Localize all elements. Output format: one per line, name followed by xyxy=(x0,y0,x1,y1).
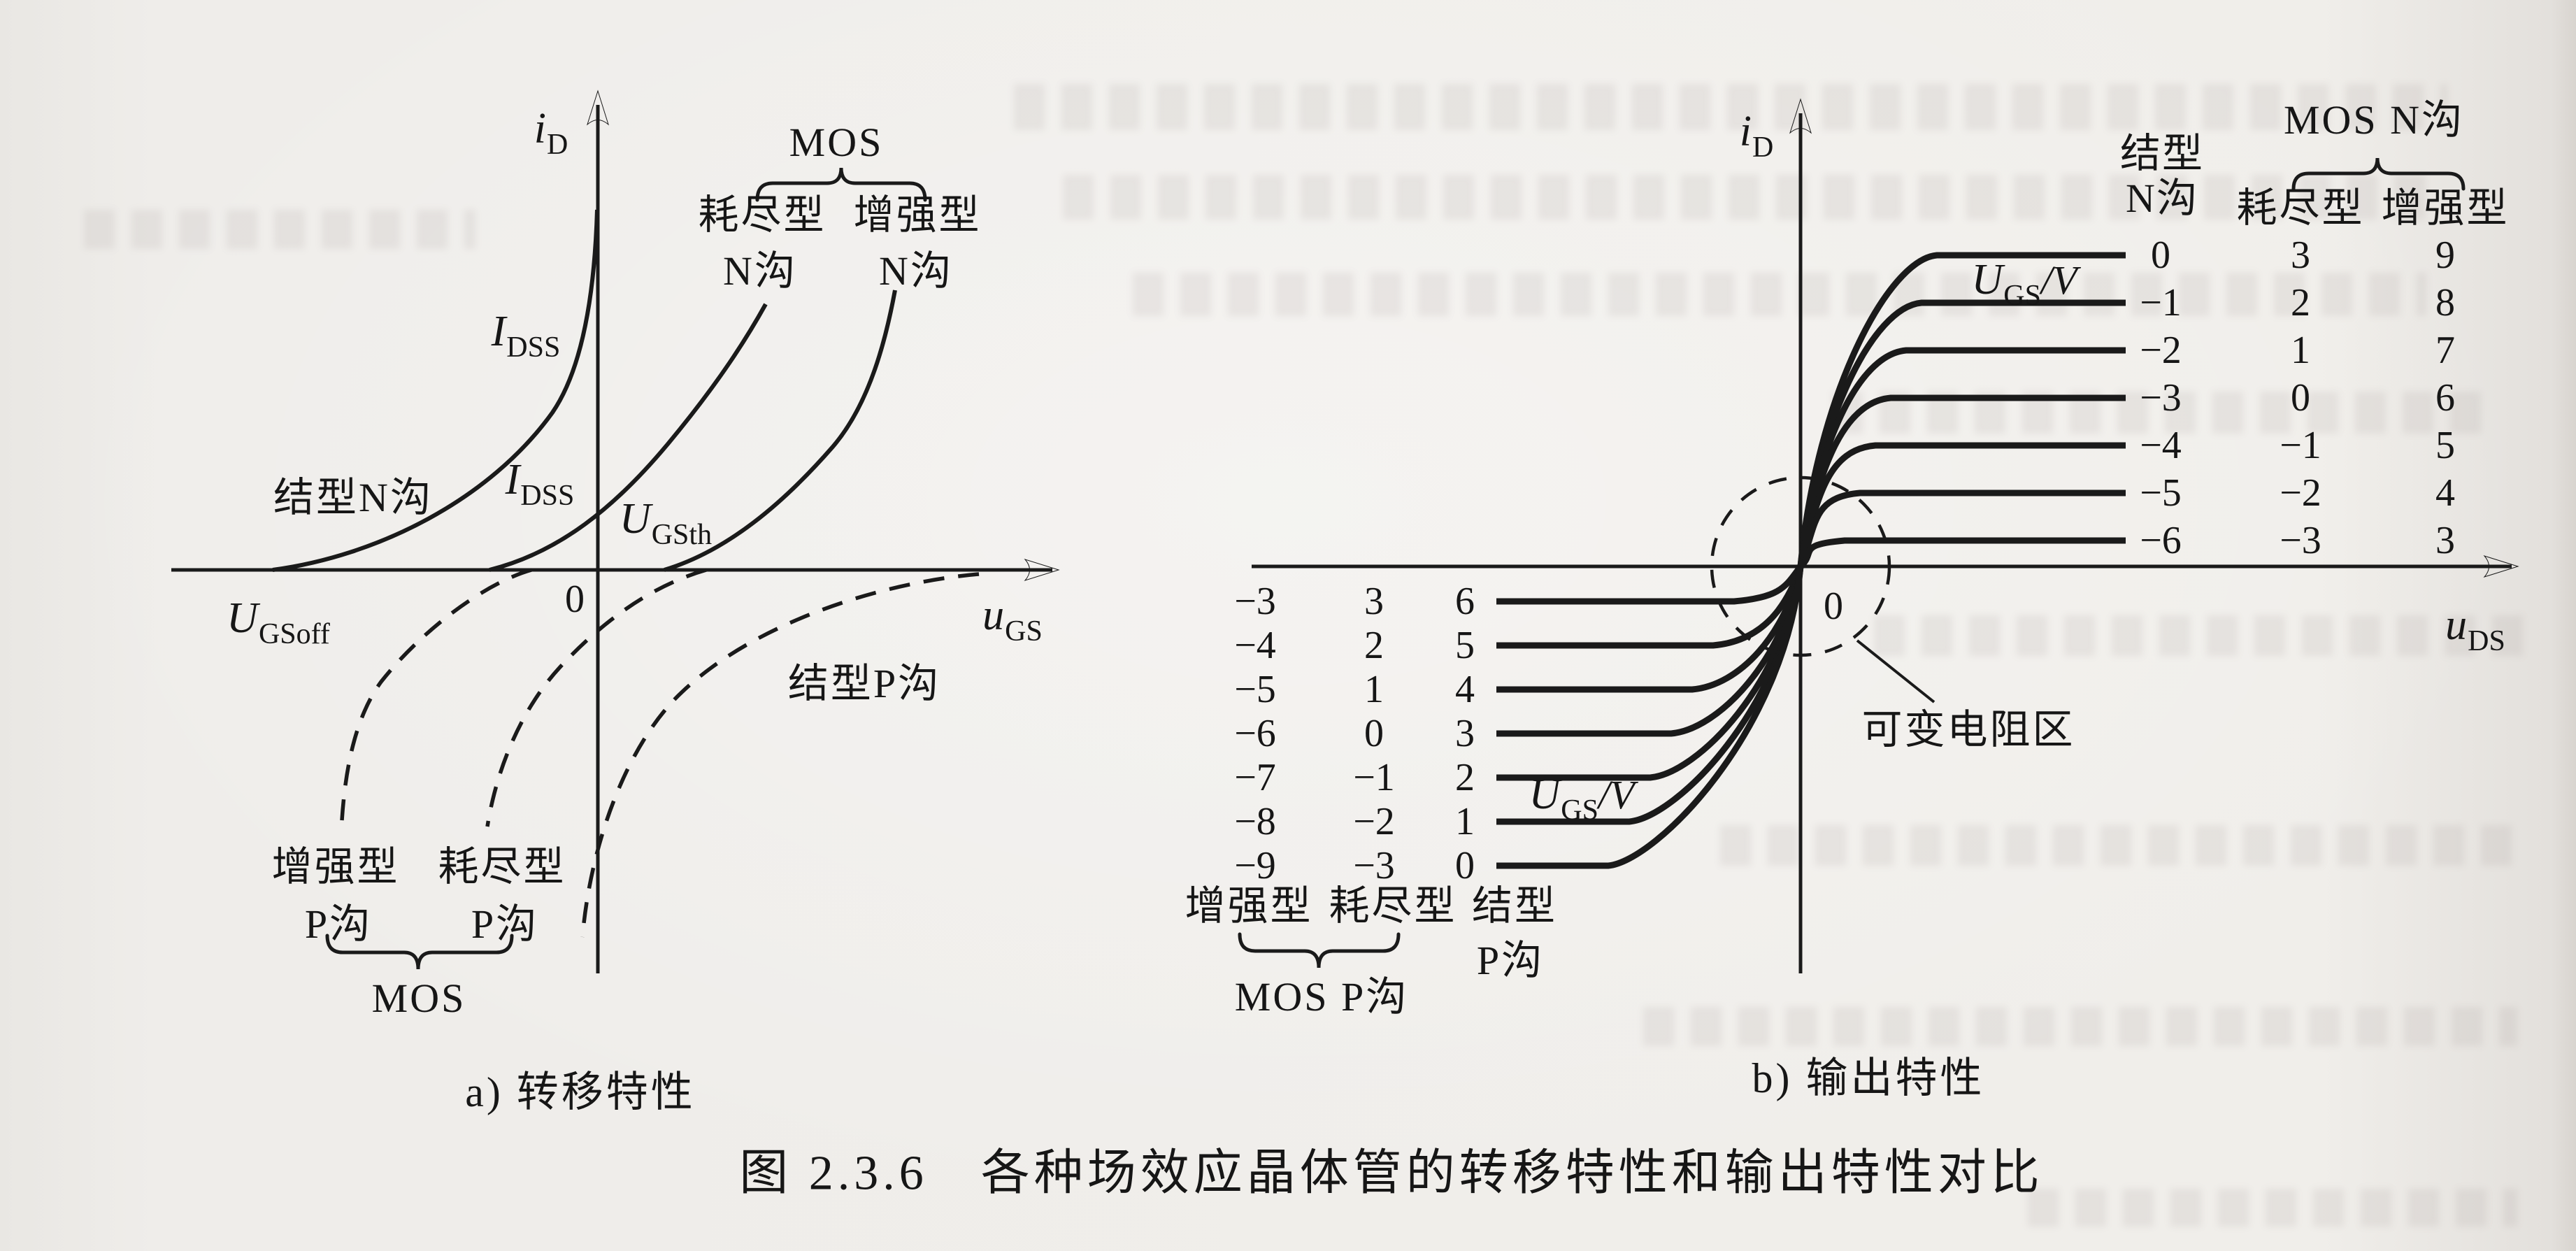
mos-p-channel-group-footer: MOS P沟 xyxy=(1234,974,1409,1020)
mos-p-brace-icon xyxy=(325,934,514,970)
output-curve-n-5 xyxy=(1797,489,2126,568)
depletion-type-label: 耗尽型 xyxy=(698,192,827,238)
right-x-axis-label: uDS xyxy=(2445,601,2505,657)
jfet-p-channel-curve-label: 结型P沟 xyxy=(787,661,941,707)
mos-depletion-n-curve xyxy=(489,303,768,572)
annotation-leader-line xyxy=(1856,639,1935,703)
left-y-axis-label: iD xyxy=(534,104,568,161)
output-curve-p-6 xyxy=(1496,566,1804,869)
output-curve-p-0 xyxy=(1496,564,1803,605)
jfet-n-channel-curve-label: 结型N沟 xyxy=(273,475,433,521)
mos-enhancement-p-curve xyxy=(339,568,532,833)
mos-n-channel-brace-icon xyxy=(2291,157,2466,191)
caption-transfer-characteristics: a) 转移特性 xyxy=(465,1069,696,1115)
mos-n-channel-group-header: MOS N沟 xyxy=(2283,97,2465,143)
idss-label-jfet: IDSS xyxy=(491,307,561,364)
left-origin-label: 0 xyxy=(565,578,585,622)
jfet-p-channel-footer-label: P沟 xyxy=(1476,938,1545,984)
p-channel-ugs-table: −3 3 6 −4 2 5 −5 1 4 −6 0 3 −7 −1 2 −8 −2 1 −9 −3 0 xyxy=(1234,580,1475,887)
mos-group-label-top: MOS xyxy=(789,120,884,166)
n-channel-label-2: N沟 xyxy=(879,248,953,294)
enhancement-p-label: 增强型 xyxy=(271,844,400,890)
enhancement-type-label: 增强型 xyxy=(853,192,982,238)
variable-resistance-region-label: 可变电阻区 xyxy=(1861,707,2075,753)
mos-p-channel-brace-icon xyxy=(1238,932,1401,968)
jfet-footer-label: 结型 xyxy=(1471,883,1558,929)
output-curve-n-6 xyxy=(1798,537,2126,569)
right-y-axis-label: iD xyxy=(1739,107,1774,164)
jfet-p-curve xyxy=(580,572,980,938)
caption-output-characteristics: b) 输出特性 xyxy=(1752,1055,1985,1101)
n-channel-label-1: N沟 xyxy=(723,248,797,294)
depletion-p-label: 耗尽型 xyxy=(438,844,566,890)
right-x-axis-arrow-icon xyxy=(2483,555,2519,578)
jfet-n-curve xyxy=(272,209,599,572)
right-y-axis-arrow-icon xyxy=(1789,98,1812,134)
left-x-axis-arrow-icon xyxy=(1024,558,1060,582)
jfet-n-column-header: 结型 N沟 xyxy=(2119,131,2205,221)
idss-label-depletion: IDSS xyxy=(505,455,575,512)
mos-n-brace-icon xyxy=(755,167,927,202)
enhancement-column-header: 增强型 xyxy=(2381,185,2510,231)
mos-depletion-p-curve xyxy=(485,568,707,827)
left-y-axis-arrow-icon xyxy=(586,90,610,126)
ugs-parameter-label-p: UGS/V xyxy=(1529,770,1635,827)
p-channel-label-1: P沟 xyxy=(304,901,373,948)
variable-resistance-region-circle xyxy=(1710,476,1891,657)
p-channel-label-2: P沟 xyxy=(471,901,539,948)
mos-enhancement-n-curve xyxy=(664,289,897,572)
ugsoff-label: UGSoff xyxy=(227,594,330,650)
ugs-parameter-label-n: UGS/V xyxy=(1971,255,2077,312)
right-origin-label: 0 xyxy=(1824,585,1843,629)
depletion-footer-label: 耗尽型 xyxy=(1329,883,1457,929)
ugsth-label: UGSth xyxy=(619,494,713,551)
enhancement-footer-label: 增强型 xyxy=(1185,883,1313,929)
mos-group-label-bottom: MOS xyxy=(371,975,466,1022)
depletion-column-header: 耗尽型 xyxy=(2236,185,2365,231)
left-x-axis-label: uGS xyxy=(982,591,1043,648)
figure-title: 图 2.3.6 各种场效应晶体管的转移特性和输出特性对比 xyxy=(739,1146,2044,1201)
